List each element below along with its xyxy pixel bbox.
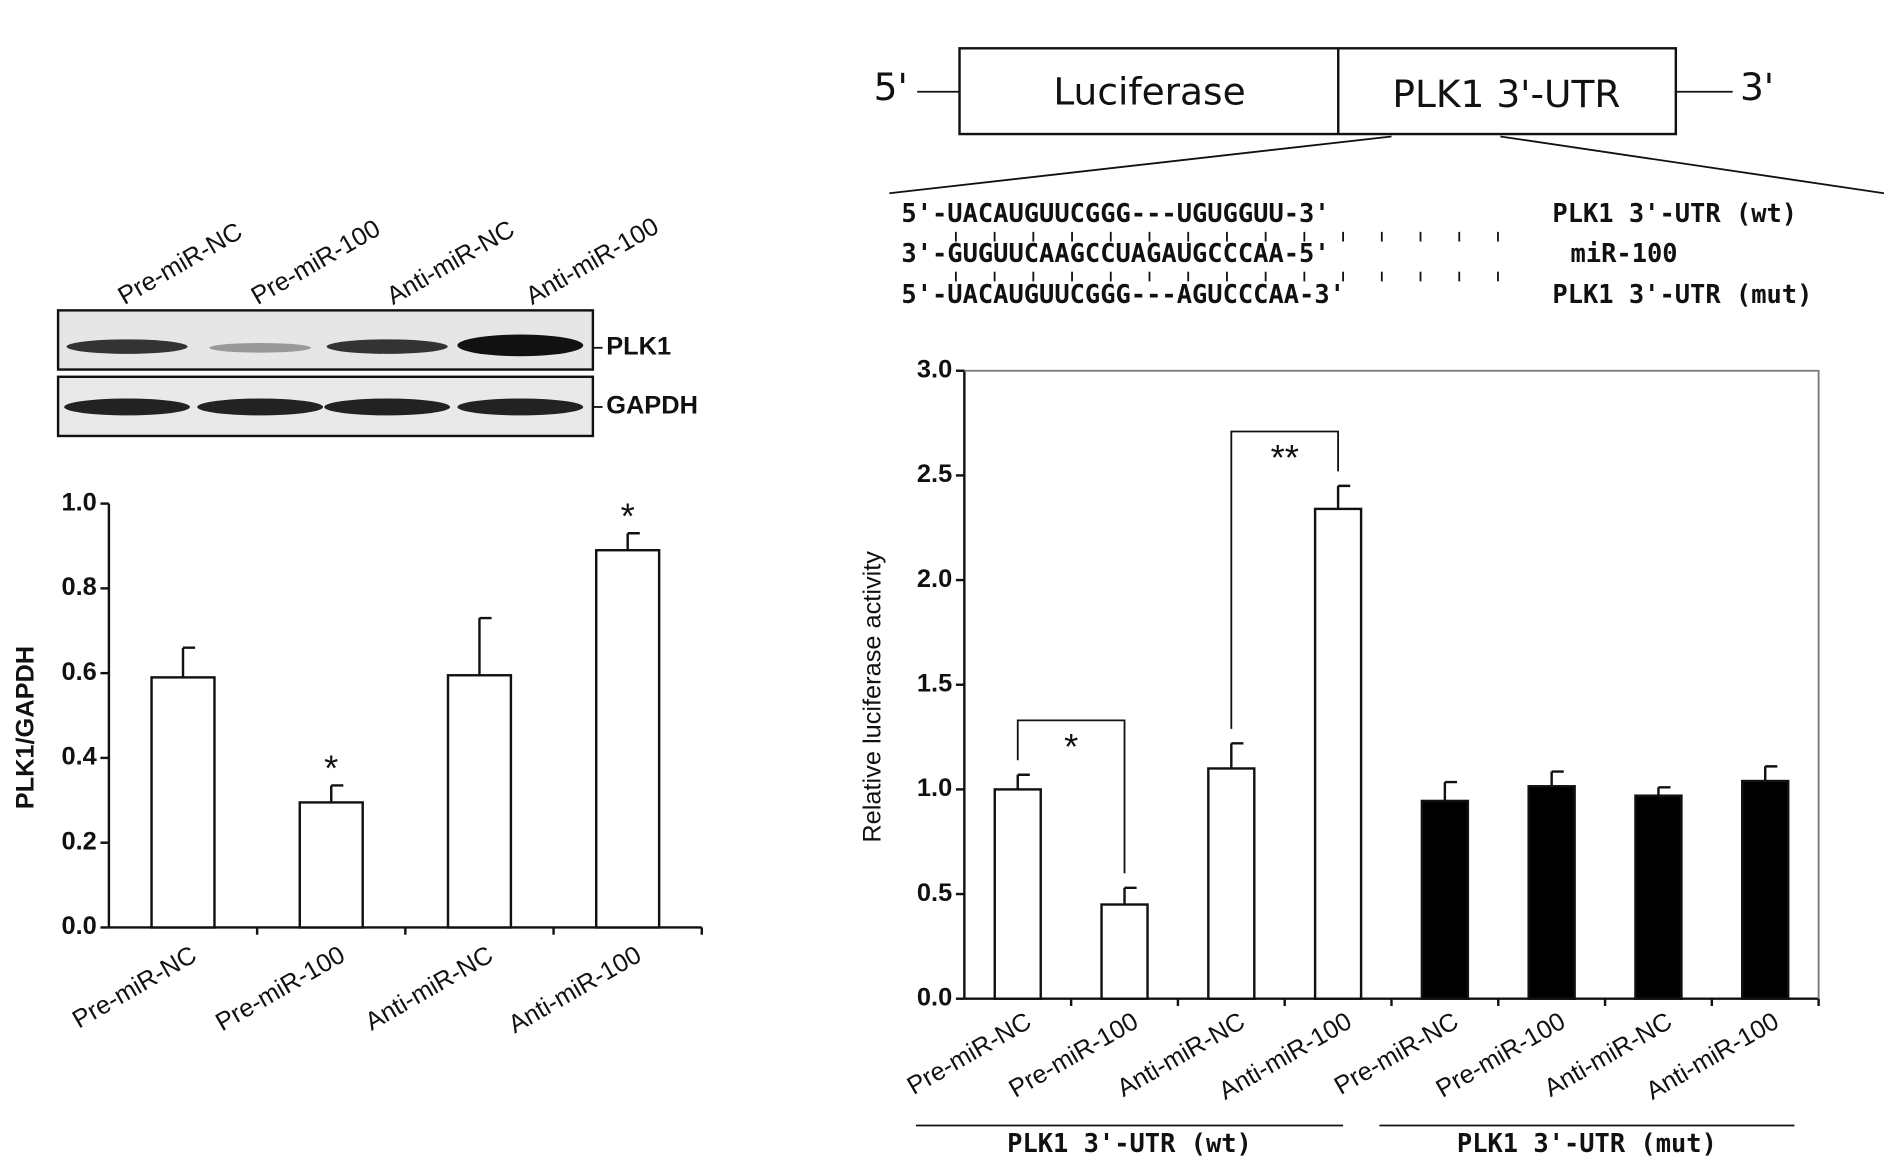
three-prime: 3' xyxy=(1740,65,1774,109)
zoom-line xyxy=(889,135,1392,195)
comparison-bracket xyxy=(1016,719,1126,874)
y-tick-label: 0.0 xyxy=(61,912,96,940)
bar xyxy=(1741,779,1790,1000)
significance: * xyxy=(324,748,338,789)
y-tick-label: 0.8 xyxy=(61,573,96,601)
significance: * xyxy=(621,495,635,536)
bar xyxy=(993,788,1042,1000)
comparison-bracket xyxy=(1230,430,1340,729)
group-label: PLK1 3'-UTR (wt) xyxy=(1007,1128,1252,1158)
x-tick-label: Anti-miR-NC xyxy=(360,941,497,1036)
y-tick-label: 0.0 xyxy=(917,983,952,1011)
band xyxy=(326,339,448,354)
y-tick-label: 3.0 xyxy=(917,355,952,383)
error-bar xyxy=(1550,770,1564,787)
sequence-label: PLK1 3'-UTR (wt) xyxy=(1552,198,1797,228)
x-tick-label: Pre-miR-NC xyxy=(68,941,202,1034)
utr-label: PLK1 3'-UTR xyxy=(1392,72,1620,116)
comparison-label: ** xyxy=(1271,437,1299,478)
error-bar xyxy=(1230,742,1244,769)
band xyxy=(66,339,188,354)
x-tick-label: Anti-miR-100 xyxy=(504,941,646,1039)
bar xyxy=(446,674,513,929)
sequence: 3'-GUGUUCAAGCCUAGAUGCCCAA-5' xyxy=(901,238,1329,268)
bar xyxy=(1100,903,1149,1000)
y-tick-label: 2.5 xyxy=(917,460,952,488)
bar xyxy=(595,549,661,929)
error-bar xyxy=(330,784,344,803)
sequence: 5'-UACAUGUUCGGG---AGUCCCAA-3' xyxy=(901,279,1344,309)
bar xyxy=(150,676,216,929)
band xyxy=(457,334,584,357)
bar xyxy=(1313,507,1363,1000)
group-label: PLK1 3'-UTR (mut) xyxy=(1457,1128,1717,1158)
bar xyxy=(1527,785,1576,1000)
error-bar xyxy=(1657,786,1671,796)
band-label: PLK1 xyxy=(606,333,671,361)
band xyxy=(457,398,584,416)
band xyxy=(324,398,451,416)
y-tick-label: 0.4 xyxy=(61,743,96,771)
y-tick-label: 0.5 xyxy=(917,879,952,907)
bar xyxy=(298,801,364,929)
error-bar xyxy=(1016,773,1030,790)
reporter-label: Luciferase xyxy=(1053,70,1245,114)
y-tick-label: 1.0 xyxy=(917,774,952,802)
lane-label: Pre-miR-NC xyxy=(113,217,247,310)
y-axis-label: Relative luciferase activity xyxy=(858,551,886,843)
y-tick-label: 0.2 xyxy=(61,827,96,855)
error-bar xyxy=(1443,780,1457,801)
lane-label: Anti-miR-NC xyxy=(382,215,519,310)
error-bar xyxy=(478,616,492,676)
band-label: GAPDH xyxy=(606,392,698,420)
zoom-line xyxy=(1500,135,1885,195)
sequence: 5'-UACAUGUUCGGG---UGUGGUU-3' xyxy=(901,198,1329,228)
comparison-label: * xyxy=(1064,726,1078,767)
lane-label: Anti-miR-100 xyxy=(521,212,663,310)
bar xyxy=(1420,799,1470,1000)
sequence-label: PLK1 3'-UTR (mut) xyxy=(1552,279,1812,309)
five-prime: 5' xyxy=(874,65,908,109)
y-tick-label: 1.0 xyxy=(61,488,96,516)
error-bar xyxy=(626,532,640,551)
band xyxy=(64,398,190,416)
x-tick-label: Pre-miR-100 xyxy=(211,941,350,1037)
error-bar xyxy=(181,646,196,678)
bar xyxy=(1634,794,1683,1000)
error-bar xyxy=(1336,484,1351,509)
lane-label: Pre-miR-100 xyxy=(246,214,385,310)
y-tick-label: 0.6 xyxy=(61,658,96,686)
bar xyxy=(1207,767,1256,1000)
band xyxy=(197,398,324,416)
frame xyxy=(964,369,1820,999)
sequence-label: miR-100 xyxy=(1571,238,1678,268)
y-tick-label: 2.0 xyxy=(917,565,952,593)
y-tick-label: 1.5 xyxy=(917,669,952,697)
error-bar xyxy=(1764,765,1778,782)
error-bar xyxy=(1123,886,1137,905)
band xyxy=(209,342,311,353)
y-axis-label: PLK1/GAPDH xyxy=(11,646,39,809)
